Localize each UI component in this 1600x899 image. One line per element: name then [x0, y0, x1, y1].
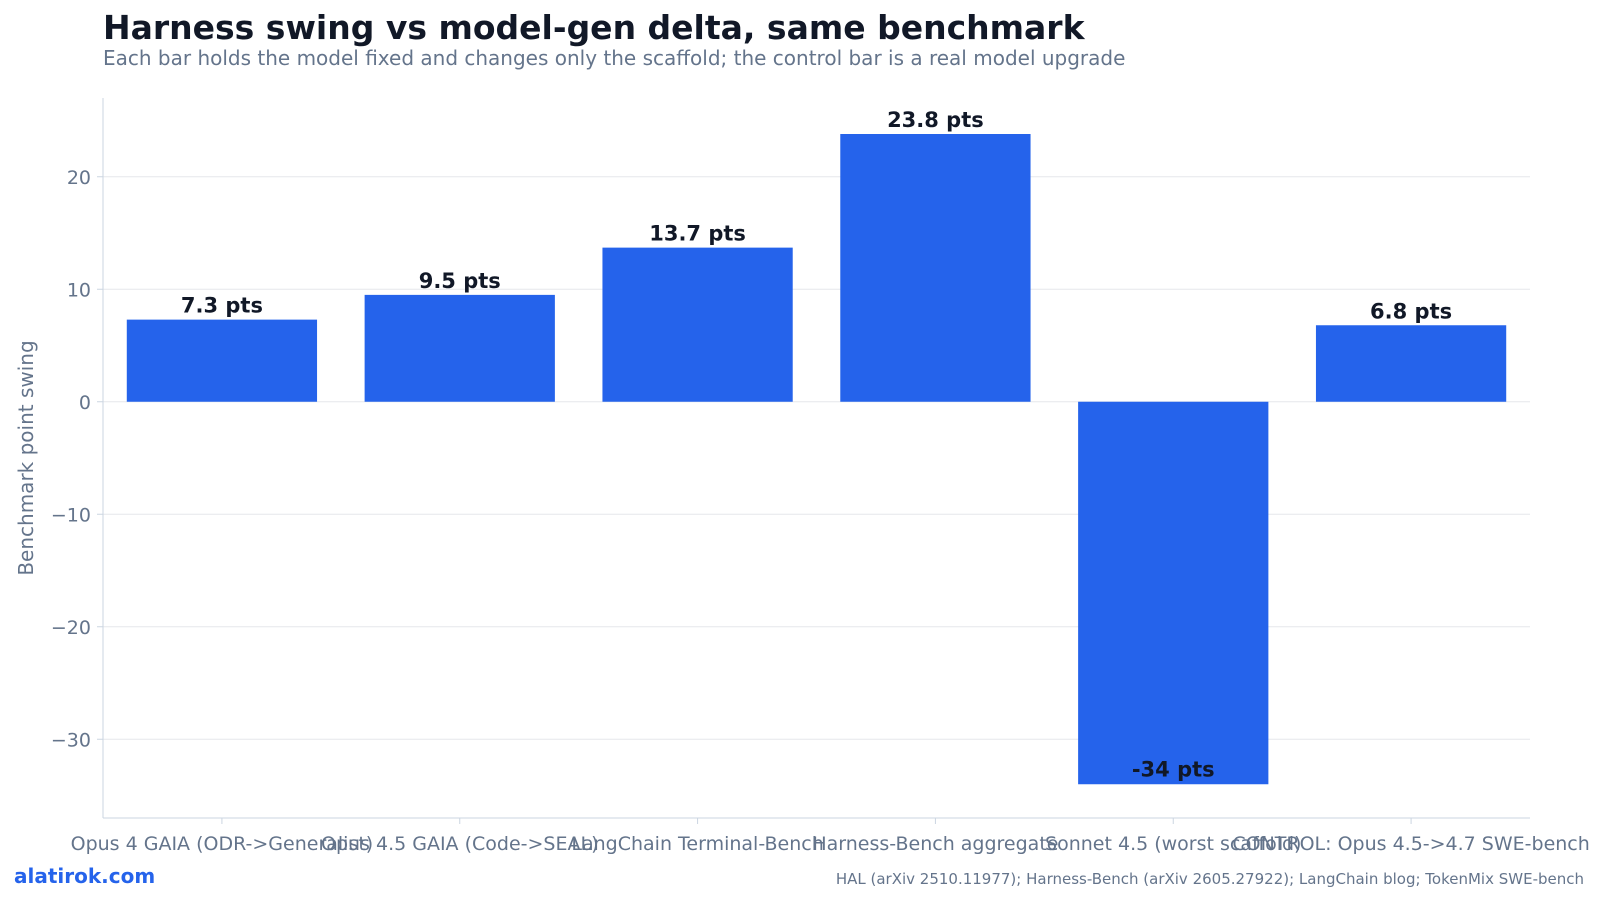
y-tick-label: −30 [51, 729, 91, 751]
bar [126, 319, 318, 402]
bar [840, 134, 1031, 402]
x-tick-label: Sonnet 4.5 (worst scaffold) [1045, 833, 1301, 855]
x-tick-label: LangChain Terminal-Bench [571, 833, 823, 855]
y-tick-label: 10 [67, 279, 91, 301]
bar [364, 294, 555, 402]
x-tick-label: Harness-Bench aggregate [812, 833, 1058, 855]
y-axis-label: Benchmark point swing [14, 340, 38, 575]
x-tick-label: CONTROL: Opus 4.5->4.7 SWE-bench [1232, 833, 1589, 855]
chart-subtitle: Each bar holds the model fixed and chang… [103, 46, 1126, 70]
bar [1078, 401, 1269, 785]
brand-link[interactable]: alatirok.com [14, 864, 156, 888]
data-label: 7.3 pts [181, 294, 263, 318]
data-label: -34 pts [1132, 757, 1215, 781]
data-label: 13.7 pts [649, 222, 746, 246]
y-tick-label: 20 [67, 167, 91, 189]
bar [1315, 325, 1507, 402]
bar-chart: 20 10 0 −10 −20 −30 Benchmark point swing 7.3 p… [14, 98, 1590, 855]
chart-title: Harness swing vs model-gen delta, same b… [103, 8, 1085, 47]
x-tick-label: Opus 4 GAIA (ODR->Generalist) [71, 833, 374, 855]
data-label: 6.8 pts [1370, 299, 1452, 323]
y-tick-label: 0 [79, 392, 91, 414]
data-label: 23.8 pts [887, 108, 984, 132]
sources-note: HAL (arXiv 2510.11977); Harness-Bench (a… [835, 870, 1584, 888]
y-tick-label: −10 [51, 504, 91, 526]
y-tick-label: −20 [51, 617, 91, 639]
bar [602, 247, 793, 402]
x-tick-label: Opus 4.5 GAIA (Code->SEAL) [321, 833, 599, 855]
data-label: 9.5 pts [419, 269, 501, 293]
